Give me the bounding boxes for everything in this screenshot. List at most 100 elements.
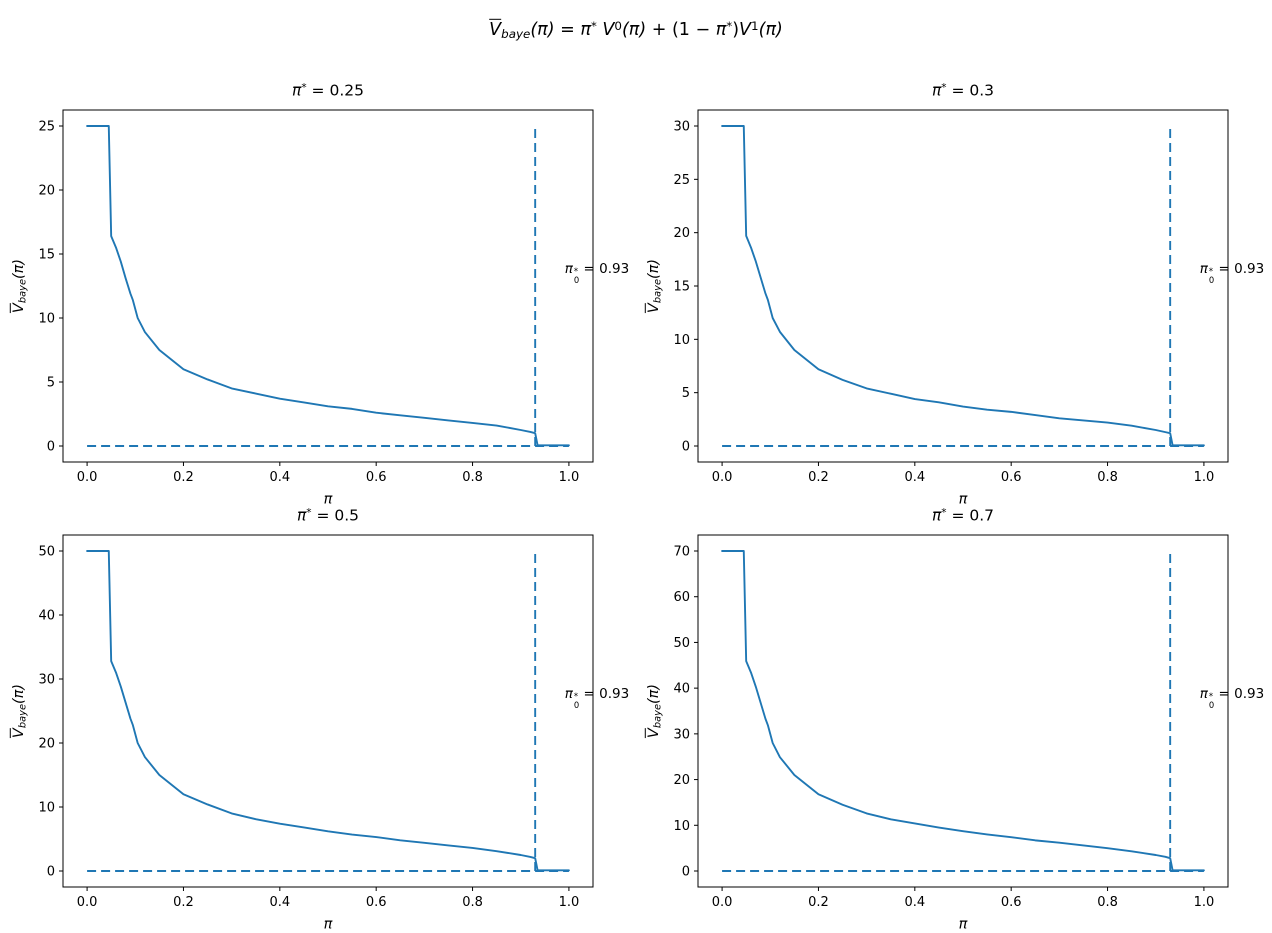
subplot-2: 0.0 0.2 0.4 0.6 0.8 1.0 0 10 20 30 40 50	[38, 534, 594, 910]
text-part: = 0.93	[1214, 685, 1265, 702]
text-part: baye	[652, 703, 664, 729]
text-part: (π)	[10, 258, 27, 279]
y-tick-label: 0	[682, 440, 690, 455]
text-part: *	[941, 81, 947, 94]
subplot-1-title: π* = 0.3	[932, 82, 994, 101]
text-part: baye	[652, 278, 664, 304]
y-tick-label: 20	[673, 226, 690, 241]
text-part: *	[941, 506, 947, 519]
y-tick-label: 20	[673, 773, 690, 788]
y-tick-label: 50	[38, 545, 55, 560]
text-part: (π)	[758, 20, 783, 41]
x-tick-label: 0.0	[77, 470, 98, 485]
text-part: V	[645, 303, 662, 314]
axes-frame	[697, 534, 1229, 888]
x-tick-label: 0.6	[366, 470, 387, 485]
x-tick-label: 0.2	[173, 895, 194, 910]
text-part: V	[489, 20, 502, 41]
text-part: = 0.93	[1214, 260, 1265, 277]
value-curve	[86, 550, 570, 872]
y-tick-label: 20	[38, 737, 55, 752]
text-part: baye	[501, 27, 531, 42]
subplot-3-pi0-annotation: π * 0 = 0.93	[1200, 686, 1264, 710]
text-part: *	[590, 18, 597, 33]
text-part: = 0.93	[579, 685, 630, 702]
text-part: *	[726, 18, 733, 33]
text-part: 0	[614, 18, 622, 33]
text-part: V	[645, 728, 662, 739]
text-part: * 0	[1208, 691, 1215, 710]
text-part: (π)	[530, 20, 555, 41]
subplot-0-xlabel: π	[324, 491, 333, 508]
subplot-1-pi0-annotation: π * 0 = 0.93	[1200, 261, 1264, 285]
x-tick-label: 0.4	[269, 470, 290, 485]
x-tick-label: 0.2	[808, 895, 829, 910]
text-part: π	[715, 20, 727, 41]
x-tick-label: 0.6	[1001, 470, 1022, 485]
value-curve	[721, 125, 1205, 447]
text-part: (π)	[645, 258, 662, 279]
y-tick-label: 30	[38, 673, 55, 688]
y-tick-label: 40	[673, 682, 690, 697]
y-tick-label: 5	[47, 376, 55, 391]
subplot-0: 0.0 0.2 0.4 0.6 0.8 1.0 0 5 10 15 20 25	[38, 109, 594, 485]
text-part: (π)	[621, 20, 647, 41]
subplot-2-xlabel: π	[324, 916, 333, 933]
y-tick-label: 10	[673, 819, 690, 834]
y-tick-label: 10	[38, 312, 55, 327]
text-part: * 0	[1208, 266, 1215, 285]
x-tick-label: 0.8	[462, 895, 483, 910]
subplot-1: 0.0 0.2 0.4 0.6 0.8 1.0 0 5 10 15 20 25 30	[673, 109, 1229, 485]
y-tick-label: 15	[38, 248, 55, 263]
y-tick-label: 15	[673, 280, 690, 295]
text-part: π	[296, 506, 307, 525]
y-tick-label: 10	[673, 333, 690, 348]
text-part: π	[323, 916, 333, 933]
subplot-3-xlabel: π	[959, 916, 968, 933]
text-part: *	[306, 506, 312, 519]
text-part: π	[958, 916, 968, 933]
x-tick-label: 0.4	[904, 470, 925, 485]
x-tick-label: 0.8	[1097, 895, 1118, 910]
text-part: π	[580, 20, 591, 41]
subplot-0-ylabel: Vbaye(π)	[11, 259, 29, 313]
text-part: *	[301, 81, 307, 94]
y-tick-label: 0	[47, 865, 55, 880]
axes-frame	[697, 109, 1229, 463]
y-tick-label: 70	[673, 545, 690, 560]
x-tick-label: 0.6	[1001, 895, 1022, 910]
figure-title: Vbaye(π) = π* V0(π) + (1 − π*)V1(π)	[489, 19, 783, 41]
subplot-2-pi0-annotation: π * 0 = 0.93	[565, 686, 629, 710]
text-part: V	[596, 20, 615, 41]
y-tick-label: 0	[682, 865, 690, 880]
x-tick-label: 0.2	[808, 470, 829, 485]
subplot-1-ylabel: Vbaye(π)	[646, 259, 664, 313]
x-tick-label: 0.6	[366, 895, 387, 910]
text-part: π	[564, 260, 573, 277]
y-tick-label: 40	[38, 609, 55, 624]
text-part: 1	[751, 18, 759, 33]
subplot-3-title: π* = 0.7	[932, 507, 994, 526]
subplot-1-xlabel: π	[959, 491, 968, 508]
x-tick-label: 0.8	[1097, 470, 1118, 485]
x-tick-label: 0.0	[712, 895, 733, 910]
subplot-2-title: π* = 0.5	[297, 507, 359, 526]
text-part: baye	[17, 278, 29, 304]
text-part: (π)	[10, 683, 27, 704]
x-tick-label: 1.0	[1194, 895, 1215, 910]
text-part: = 0.3	[946, 81, 995, 100]
value-curve	[86, 125, 570, 447]
text-part: = 0.25	[306, 81, 364, 100]
y-tick-label: 30	[673, 727, 690, 742]
x-tick-label: 1.0	[1194, 470, 1215, 485]
text-part: π	[292, 81, 302, 100]
x-tick-label: 0.2	[173, 470, 194, 485]
x-tick-label: 0.8	[462, 470, 483, 485]
subplot-3: 0.0 0.2 0.4 0.6 0.8 1.0 0 10 20 30 40 50 60 70	[673, 534, 1229, 910]
subplot-2-ylabel: Vbaye(π)	[11, 684, 29, 738]
y-tick-label: 60	[673, 590, 690, 605]
text-part: V	[10, 303, 27, 314]
text-part: = 0.7	[946, 506, 995, 525]
